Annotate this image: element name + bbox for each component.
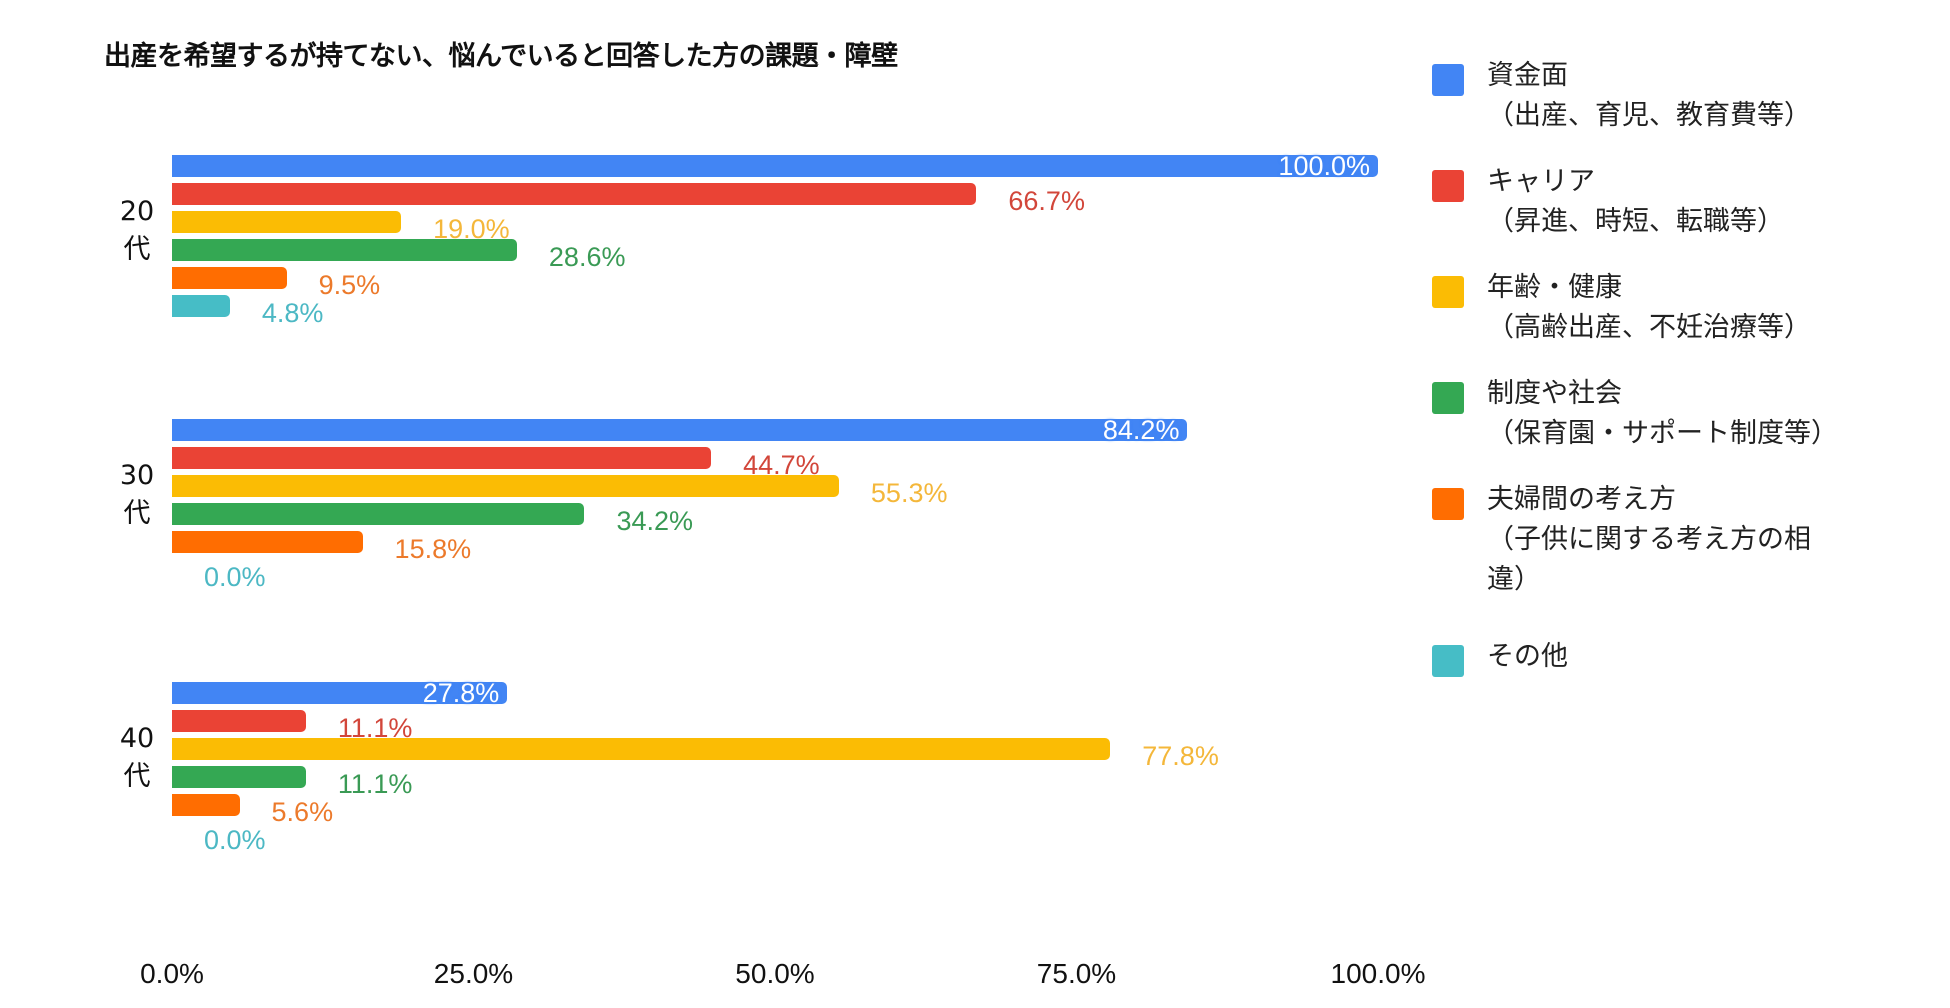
data-label: 11.1% — [337, 713, 413, 743]
data-label: 5.6% — [271, 797, 334, 827]
bar[interactable] — [172, 447, 712, 469]
chart-title: 出産を希望するが持てない、悩んでいると回答した方の課題・障壁 — [104, 41, 898, 72]
legend-swatch-icon — [1432, 645, 1464, 677]
legend-label: 資金面 （出産、育児、教育費等） — [1487, 60, 1811, 131]
data-label: 27.8% — [422, 678, 500, 708]
data-label: 55.3% — [870, 478, 948, 508]
legend-swatch-icon — [1432, 382, 1464, 414]
x-tick-label: 50.0% — [735, 958, 815, 989]
bar[interactable] — [172, 183, 977, 205]
bar[interactable] — [172, 419, 1188, 441]
legend-label: キャリア （昇進、時短、転職等） — [1487, 166, 1784, 237]
data-label: 0.0% — [204, 562, 266, 592]
group-label: 40 代 — [112, 720, 162, 796]
legend-label: 年齢・健康 （高齢出産、不妊治療等） — [1487, 272, 1811, 343]
legend-label: その他 — [1487, 641, 1568, 672]
data-label: 66.7% — [1008, 186, 1085, 216]
bar[interactable] — [172, 682, 508, 704]
group-label-line: 30 — [119, 460, 155, 491]
data-label: 15.8% — [394, 534, 472, 564]
data-label: 34.2% — [616, 506, 693, 536]
data-label: 44.7% — [743, 450, 820, 480]
data-label: 77.8% — [1142, 741, 1219, 771]
bar[interactable] — [172, 211, 402, 233]
legend-swatch-icon — [1432, 276, 1464, 308]
plot-area: 20 代 100.0% 66.7% 19.0% 28.6% 9.5% 4.8% 30 代 84.2%… — [112, 151, 1378, 855]
group-label-line: 20 — [119, 196, 155, 227]
bar[interactable] — [172, 155, 1378, 177]
data-label: 11.1% — [337, 769, 413, 799]
bar[interactable] — [172, 738, 1111, 760]
x-tick-label: 100.0% — [1330, 958, 1426, 989]
data-label: 4.8% — [261, 298, 324, 328]
data-label: 84.2% — [1102, 415, 1180, 445]
legend-label: 制度や社会 （保育園・サポート制度等） — [1487, 378, 1838, 449]
group-label-line: 代 — [123, 761, 151, 792]
group-label: 30 代 — [112, 457, 162, 533]
data-label: 0.0% — [204, 825, 266, 855]
bar[interactable] — [172, 267, 287, 289]
data-label: 100.0% — [1278, 151, 1370, 181]
group-label-line: 代 — [123, 498, 151, 529]
legend-swatch-icon — [1432, 64, 1464, 96]
group-label: 20 代 — [112, 193, 162, 269]
bar[interactable] — [172, 710, 306, 732]
bar[interactable] — [172, 766, 306, 788]
x-tick-label: 75.0% — [1036, 958, 1117, 989]
group-label-line: 40 — [119, 723, 155, 754]
legend-swatch-icon — [1432, 488, 1464, 520]
data-label: 28.6% — [548, 242, 626, 272]
bar[interactable] — [172, 794, 240, 816]
legend-label: 夫婦間の考え方 （子供に関する考え方の相 違） — [1487, 484, 1811, 595]
x-tick-label: 25.0% — [433, 958, 514, 989]
legend-swatch-icon — [1432, 170, 1464, 202]
bar[interactable] — [172, 295, 230, 317]
bar[interactable] — [172, 475, 839, 497]
data-label: 9.5% — [318, 270, 381, 300]
bar[interactable] — [172, 503, 585, 525]
x-tick-label: 0.0% — [140, 958, 204, 989]
bar[interactable] — [172, 239, 517, 261]
data-label: 19.0% — [433, 214, 510, 244]
group-label-line: 代 — [123, 234, 151, 265]
bar[interactable] — [172, 531, 363, 553]
